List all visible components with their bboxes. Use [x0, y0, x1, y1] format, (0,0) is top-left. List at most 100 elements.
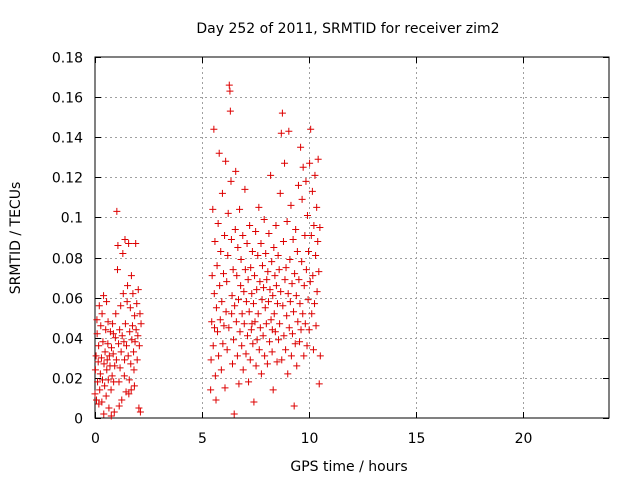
data-point	[276, 189, 284, 197]
data-point	[104, 318, 112, 326]
data-point	[135, 342, 143, 350]
data-point	[210, 290, 218, 298]
data-point	[310, 221, 318, 229]
data-point	[124, 282, 132, 290]
data-point	[315, 380, 323, 388]
data-point	[236, 328, 244, 336]
data-point	[134, 332, 142, 340]
data-point	[281, 159, 289, 167]
data-point	[132, 326, 140, 334]
data-point	[245, 308, 253, 316]
data-point	[125, 240, 133, 248]
data-point	[252, 362, 260, 370]
data-point	[304, 296, 312, 304]
data-point	[123, 298, 131, 306]
data-point	[127, 272, 135, 280]
data-point	[244, 276, 252, 284]
data-point	[287, 201, 295, 209]
data-point	[256, 324, 264, 332]
y-tick-label: 0.04	[52, 332, 83, 348]
data-point	[109, 320, 117, 328]
data-point	[226, 107, 234, 115]
data-point	[247, 326, 255, 334]
data-point	[223, 278, 231, 286]
x-tick-label: 5	[198, 431, 207, 447]
data-point	[229, 266, 237, 274]
data-point	[217, 248, 225, 256]
data-point	[214, 219, 222, 227]
data-point	[283, 217, 291, 225]
data-point	[313, 203, 321, 211]
data-point	[279, 238, 287, 246]
data-point	[262, 320, 270, 328]
data-point	[247, 264, 255, 272]
data-point	[207, 356, 215, 364]
data-point	[240, 320, 248, 328]
data-point	[224, 209, 232, 217]
data-point	[312, 322, 320, 330]
data-point	[121, 236, 129, 244]
data-point	[248, 290, 256, 298]
data-point	[121, 320, 129, 328]
data-point	[256, 278, 264, 286]
data-point	[294, 181, 302, 189]
grid-lines	[95, 57, 609, 418]
data-point	[286, 256, 294, 264]
data-point	[92, 352, 100, 360]
data-point	[276, 320, 284, 328]
data-point	[308, 187, 316, 195]
x-tick-label: 20	[515, 431, 533, 447]
data-point	[96, 370, 104, 378]
x-tick-label: 10	[301, 431, 319, 447]
data-point	[110, 408, 118, 416]
data-point	[305, 248, 313, 256]
data-point	[91, 366, 99, 374]
data-point	[96, 386, 104, 394]
data-point	[109, 350, 117, 358]
data-point	[94, 358, 102, 366]
data-point	[98, 310, 106, 318]
data-point	[255, 346, 263, 354]
data-point	[211, 372, 219, 380]
data-point	[269, 386, 277, 394]
data-point	[307, 125, 315, 133]
data-point	[112, 310, 120, 318]
data-point	[209, 205, 217, 213]
data-point	[115, 378, 123, 386]
data-point	[271, 272, 279, 280]
data-point	[105, 404, 113, 412]
data-point	[316, 223, 324, 231]
data-point	[273, 358, 281, 366]
data-point	[127, 386, 135, 394]
data-point	[109, 330, 117, 338]
data-point	[281, 276, 289, 284]
data-point	[239, 231, 247, 239]
data-point	[116, 326, 124, 334]
data-point	[316, 352, 324, 360]
data-point	[303, 342, 311, 350]
data-point	[262, 250, 270, 258]
data-point	[117, 348, 125, 356]
data-point	[228, 310, 236, 318]
data-point	[299, 163, 307, 171]
data-point	[298, 258, 306, 266]
data-point	[103, 356, 111, 364]
y-tick-label: 0	[74, 412, 83, 428]
data-point	[252, 227, 260, 235]
data-point	[134, 286, 142, 294]
data-point	[266, 286, 274, 294]
data-point	[95, 400, 103, 408]
data-point	[280, 332, 288, 340]
data-point	[295, 276, 303, 284]
data-point	[227, 236, 235, 244]
data-point	[282, 346, 290, 354]
data-point	[103, 298, 111, 306]
data-point	[102, 326, 110, 334]
data-point	[292, 292, 300, 300]
data-point	[315, 268, 323, 276]
data-point	[275, 336, 283, 344]
data-point	[261, 352, 269, 360]
data-point	[300, 282, 308, 290]
data-point	[233, 272, 241, 280]
data-point	[260, 215, 268, 223]
